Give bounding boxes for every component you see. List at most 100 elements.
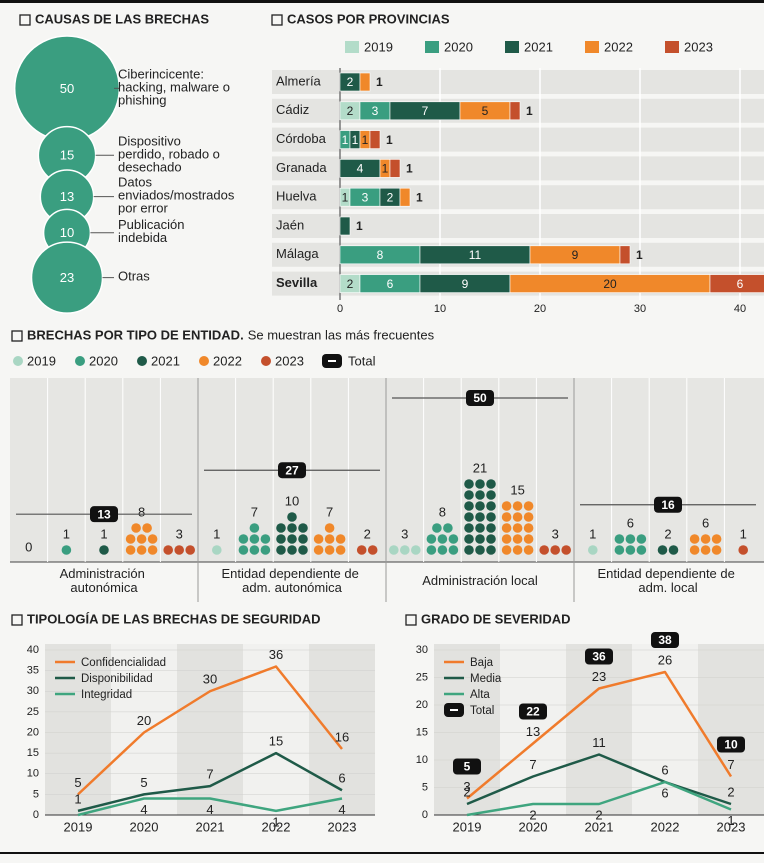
value-label: 7 (529, 757, 536, 772)
dot-count: 3 (552, 526, 559, 541)
legend-label: 2021 (151, 353, 180, 368)
bar-label: 4 (357, 162, 364, 176)
chart-title: CAUSAS DE LAS BRECHAS (35, 11, 209, 26)
y-tick-label: 40 (27, 644, 39, 656)
bubble-value: 13 (60, 189, 74, 204)
total-pill (453, 758, 481, 775)
legend-label: Total (348, 353, 376, 368)
bar-label: 2 (347, 277, 354, 291)
dot (335, 545, 346, 555)
title-box (11, 614, 23, 626)
legend-label: 2021 (524, 39, 553, 54)
group-label: Entidad dependiente de adm. local (598, 566, 739, 595)
legend-swatch (585, 41, 599, 53)
line (77, 665, 343, 796)
y-tick-label: Córdoba (276, 131, 327, 146)
legend-label: Alta (470, 689, 490, 701)
bottom-rule (0, 852, 764, 854)
bar-label: 1 (406, 162, 413, 176)
dot (614, 545, 625, 555)
dot-count: 0 (25, 539, 32, 554)
dot (689, 534, 700, 544)
bar-label: 1 (356, 219, 363, 233)
dot (700, 545, 711, 555)
total-pill (466, 390, 494, 406)
line (466, 670, 733, 800)
dot (486, 479, 496, 489)
line (77, 751, 343, 813)
dot (486, 512, 496, 522)
dot (700, 534, 711, 544)
y-tick-label: 10 (416, 754, 428, 766)
dot (657, 545, 668, 555)
value-label: 20 (137, 713, 151, 728)
value-label: 23 (592, 669, 606, 684)
dot (448, 545, 459, 555)
x-tick-label: 10 (434, 303, 446, 315)
legend-label: Media (470, 673, 502, 685)
chart-title: CASOS POR PROVINCIAS (287, 11, 450, 26)
dot-stack (464, 479, 496, 555)
dot (668, 545, 679, 555)
bar-segment (709, 274, 764, 293)
x-tick-label: 30 (634, 303, 646, 315)
dot-stack (389, 545, 421, 555)
bar-segment (389, 159, 401, 178)
top-rule (0, 0, 764, 3)
bar-label: 9 (572, 248, 579, 262)
column-band (243, 644, 309, 815)
dot (475, 545, 485, 555)
dot (523, 523, 534, 533)
y-tick-label: 0 (422, 809, 428, 821)
x-tick-label: 2023 (717, 819, 746, 834)
y-tick-label: Granada (276, 160, 327, 175)
dot (475, 501, 485, 511)
dot (147, 545, 158, 555)
value-label: 5 (140, 775, 147, 790)
dot (61, 545, 72, 555)
total-pill (278, 462, 306, 479)
y-tick-label: Jaén (276, 217, 304, 232)
chart-title: TIPOLOGÍA DE LAS BRECHAS DE SEGURIDAD (27, 611, 320, 626)
bar-label: 2 (387, 190, 394, 204)
y-tick-label: 30 (416, 644, 428, 656)
dot (389, 545, 399, 555)
legend-swatch (505, 41, 519, 53)
chart-subtitle: Se muestran las más frecuentes (248, 327, 435, 342)
dot (539, 545, 549, 555)
bar-label: 1 (386, 133, 393, 147)
dot (550, 545, 560, 555)
y-tick-label: 30 (27, 685, 39, 697)
dot-count: 7 (251, 504, 258, 519)
y-tick-label: 25 (27, 706, 39, 718)
bubble-label: Dispositivo perdido, robado o desechado (118, 134, 224, 175)
dot (738, 545, 748, 555)
dot (443, 523, 453, 533)
dot (512, 545, 523, 555)
bubble-label: Ciberincicente: hacking, malware o phish… (118, 67, 234, 108)
value-label: 2 (595, 807, 602, 822)
group-label: Administración autonómica (60, 566, 149, 595)
legend-label: 2022 (604, 39, 633, 54)
value-label: 2 (727, 784, 734, 799)
dot (125, 534, 136, 544)
dot-stack (657, 545, 679, 555)
bar-label: 8 (377, 248, 384, 262)
bar-label: 1 (416, 190, 423, 204)
dot (324, 545, 335, 555)
legend-dot (261, 356, 271, 366)
y-tick-label: 5 (33, 788, 39, 800)
dot (464, 545, 474, 555)
legend-dot (75, 356, 85, 366)
dot (501, 523, 512, 533)
y-tick-label: Almería (276, 73, 322, 88)
dot (136, 545, 147, 555)
value-label: 5 (74, 775, 81, 790)
x-tick-label: 40 (734, 303, 746, 315)
title-box (271, 14, 283, 26)
column-band (566, 644, 632, 815)
dot-stack (501, 501, 534, 555)
dot-count: 3 (176, 526, 183, 541)
legend-label: Integridad (81, 689, 132, 701)
